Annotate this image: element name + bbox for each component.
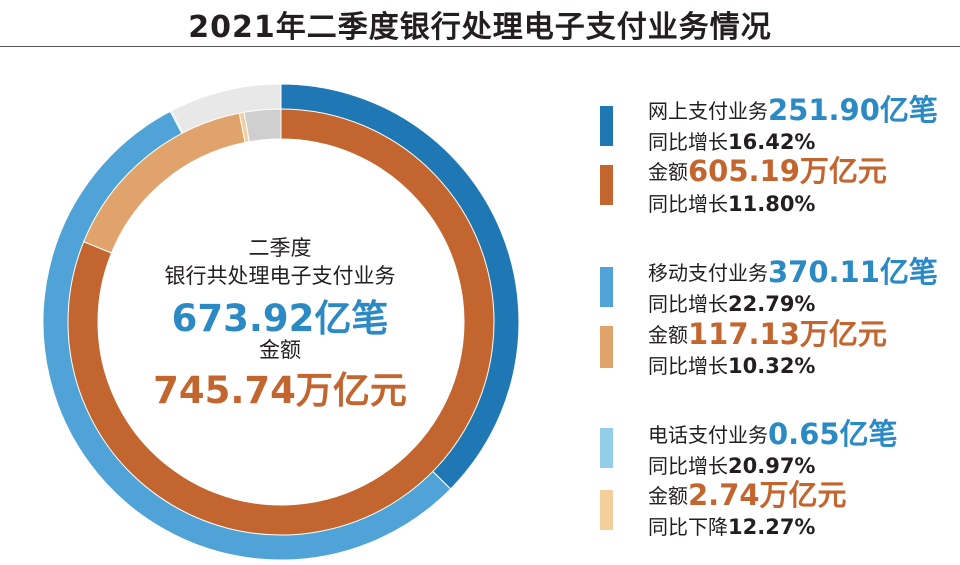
ring-1-slice-0: [67, 108, 495, 536]
legend-online-count: 网上支付业务251.90亿笔: [648, 96, 938, 125]
legend-phone-amount: 金额2.74万亿元: [648, 481, 847, 510]
legend-label: 金额: [648, 160, 688, 184]
legend-growth-value: 22.79%: [728, 292, 816, 316]
legend-growth-value: 10.32%: [728, 354, 816, 378]
legend-swatch-online-count: [600, 106, 613, 146]
legend-online-count-growth: 同比增长16.42%: [648, 128, 815, 156]
title-divider: [0, 46, 960, 47]
center-total-amount: 745.74万亿元: [153, 369, 407, 412]
legend-growth-value: 16.42%: [728, 130, 816, 154]
legend-growth-value: 20.97%: [728, 454, 816, 478]
legend-value: 2.74万亿元: [688, 478, 847, 512]
ring-1-slice-3: [243, 108, 282, 143]
legend-value: 117.13万亿元: [688, 317, 887, 351]
legend-value: 370.11亿笔: [768, 255, 938, 289]
legend-mobile-count: 移动支付业务370.11亿笔: [648, 258, 938, 287]
legend-value: 251.90亿笔: [768, 93, 938, 127]
legend-growth-label: 同比下降: [648, 515, 728, 539]
legend-mobile-count-growth: 同比增长22.79%: [648, 290, 815, 318]
legend-mobile-amount-growth: 同比增长10.32%: [648, 352, 815, 380]
legend-label: 金额: [648, 484, 688, 508]
legend-value: 0.65亿笔: [768, 417, 898, 451]
center-amount-label: 金额: [259, 338, 301, 362]
legend-value: 605.19万亿元: [688, 154, 887, 188]
legend-swatch-mobile-amount: [600, 326, 613, 368]
legend-phone-count: 电话支付业务0.65亿笔: [648, 420, 898, 449]
legend-growth-label: 同比增长: [648, 454, 728, 478]
legend-growth-value: 11.80%: [728, 192, 816, 216]
legend-growth-label: 同比增长: [648, 192, 728, 216]
center-description: 银行共处理电子支付业务: [164, 264, 396, 288]
legend-swatch-online-amount: [600, 165, 613, 205]
legend-label: 移动支付业务: [648, 261, 768, 285]
legend-growth-value: 12.27%: [728, 515, 816, 539]
legend-swatch-mobile-count: [600, 267, 613, 307]
legend-phone-count-growth: 同比增长20.97%: [648, 452, 815, 480]
legend-growth-label: 同比增长: [648, 130, 728, 154]
legend-growth-label: 同比增长: [648, 354, 728, 378]
legend-mobile-amount: 金额117.13万亿元: [648, 320, 887, 349]
legend-label: 金额: [648, 323, 688, 347]
legend-online-amount-growth: 同比增长11.80%: [648, 190, 815, 218]
center-total-count: 673.92亿笔: [171, 297, 389, 340]
legend-swatch-phone-count: [600, 428, 613, 468]
legend-label: 网上支付业务: [648, 99, 768, 123]
legend-phone-amount-growth: 同比下降12.27%: [648, 513, 815, 541]
legend-growth-label: 同比增长: [648, 292, 728, 316]
chart-title: 2021年二季度银行处理电子支付业务情况: [188, 10, 772, 45]
legend-label: 电话支付业务: [648, 423, 768, 447]
legend-swatch-phone-amount: [600, 490, 613, 530]
center-period-label: 二季度: [248, 236, 312, 260]
legend-online-amount: 金额605.19万亿元: [648, 157, 887, 186]
